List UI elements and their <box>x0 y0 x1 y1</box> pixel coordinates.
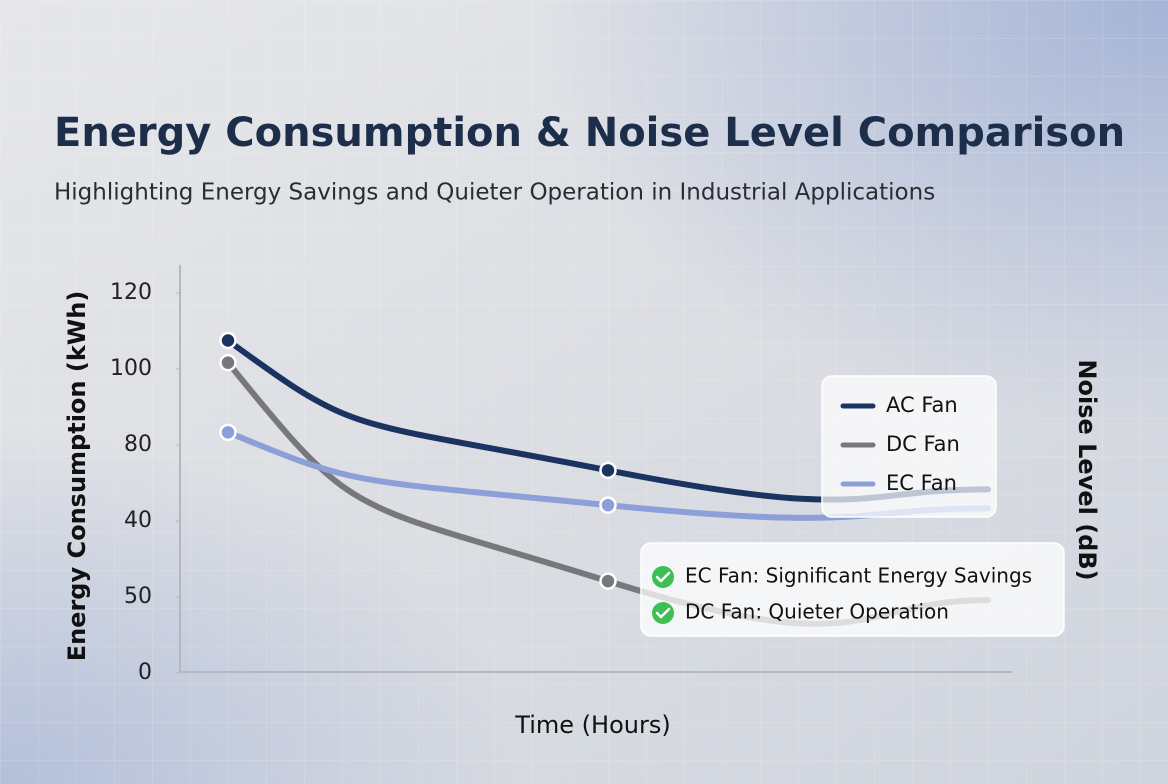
check-mark <box>655 571 671 583</box>
annotation-box <box>640 542 1065 637</box>
legend-label: AC Fan <box>886 393 958 417</box>
data-point <box>219 353 237 372</box>
y-tick-label: 120 <box>110 280 152 305</box>
data-point <box>219 331 237 350</box>
y-tick-label: 50 <box>124 584 152 609</box>
check-mark <box>655 607 671 619</box>
overlays: AC Fan DC Fan EC Fan EC Fan: Significant En… <box>640 375 1065 637</box>
y-tick-label: 100 <box>110 356 152 381</box>
check-icon <box>652 566 674 588</box>
y-tick-label: 40 <box>124 508 152 533</box>
check-icon <box>652 602 674 624</box>
y-axis-label: Energy Consumption (kWh) <box>63 291 91 662</box>
y-tick-label: 80 <box>124 432 152 457</box>
chart-title: Energy Consumption & Noise Level Compari… <box>54 110 1125 156</box>
y2-axis-label: Noise Level (dB) <box>1073 359 1101 580</box>
annotation-text: EC Fan: Significant Energy Savings <box>685 564 1032 588</box>
legend-label: EC Fan <box>886 471 957 495</box>
y-tick-label: 0 <box>138 660 152 685</box>
x-axis-label: Time (Hours) <box>514 711 670 739</box>
data-point <box>599 461 617 480</box>
data-point <box>219 423 237 442</box>
data-point <box>599 572 617 590</box>
legend-label: DC Fan <box>886 432 960 456</box>
annotation-text: DC Fan: Quieter Operation <box>685 600 949 624</box>
chart-subtitle: Highlighting Energy Savings and Quieter … <box>54 180 935 206</box>
data-point <box>599 496 617 514</box>
